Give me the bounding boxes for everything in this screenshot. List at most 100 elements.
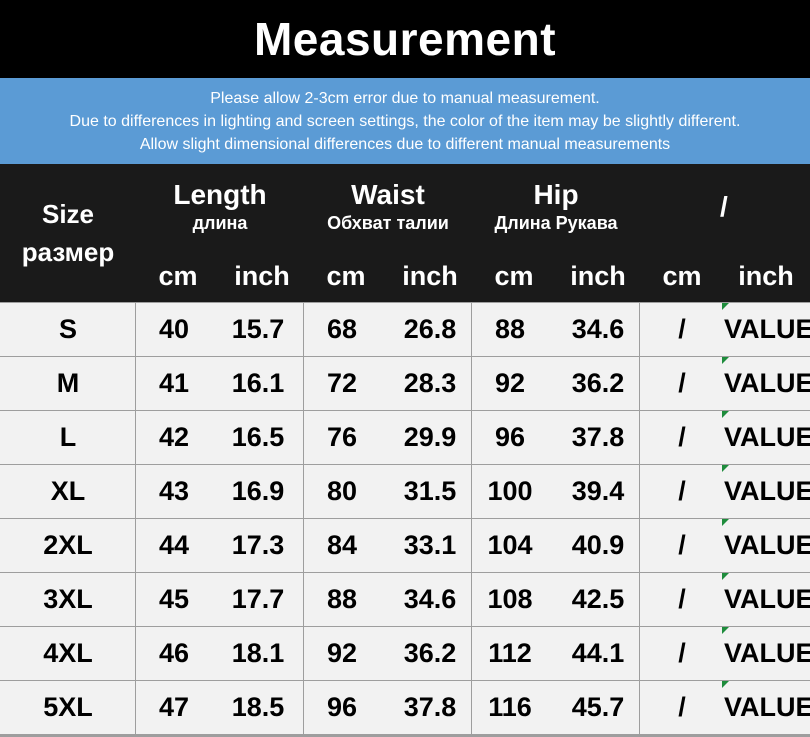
table-row: XL 43 16.9 80 31.5 100 39.4 / VALUE: [0, 464, 810, 518]
length-inch-cell: 17.7: [231, 584, 285, 614]
waist-inch-cell: 34.6: [403, 584, 457, 614]
extra-cm-cell: /: [678, 530, 686, 560]
cell-marker-icon: [722, 519, 729, 526]
cell-marker-icon: [722, 465, 729, 472]
table-row: 4XL 46 18.1 92 36.2 112 44.1 / VALUE: [0, 626, 810, 680]
unit-cm: cm: [326, 260, 366, 291]
length-cm-cell: 47: [158, 692, 190, 722]
length-inch-cell: 15.7: [231, 314, 285, 344]
size-cell: 4XL: [43, 638, 93, 668]
hip-cm-cell: 112: [488, 638, 532, 668]
hip-header: Hip Длина Рукава: [472, 172, 640, 242]
extra-inch-cell: VALUE: [724, 422, 810, 452]
table-row: 3XL 45 17.7 88 34.6 108 42.5 / VALUE: [0, 572, 810, 626]
cell-marker-icon: [722, 627, 729, 634]
cell-marker-icon: [722, 573, 729, 580]
waist-cm-cell: 72: [326, 368, 358, 398]
size-cell: L: [59, 422, 77, 452]
length-cm-cell: 45: [158, 584, 190, 614]
waist-header-en: Waist: [351, 179, 425, 210]
column-divider: [303, 302, 304, 734]
hip-inch-cell: 44.1: [571, 638, 625, 668]
table-row: M 41 16.1 72 28.3 92 36.2 / VALUE: [0, 356, 810, 410]
length-inch-cell: 18.1: [231, 638, 285, 668]
unit-inch: inch: [570, 260, 626, 291]
hip-cm-cell: 100: [487, 476, 533, 506]
unit-cm: cm: [158, 260, 198, 291]
notice-line: Due to differences in lighting and scree…: [69, 112, 741, 130]
waist-cm-cell: 92: [326, 638, 358, 668]
extra-inch-cell: VALUE: [724, 584, 810, 614]
waist-cm-cell: 88: [326, 584, 358, 614]
hip-cm-cell: 116: [488, 692, 532, 722]
length-cm-cell: 46: [158, 638, 190, 668]
hip-cm-cell: 104: [487, 530, 533, 560]
extra-cm-cell: /: [678, 422, 686, 452]
waist-cm-cell: 68: [326, 314, 358, 344]
table-row: 5XL 47 18.5 96 37.8 116 45.7 / VALUE: [0, 680, 810, 734]
cell-marker-icon: [722, 357, 729, 364]
hip-inch-cell: 36.2: [571, 368, 625, 398]
size-cell: S: [58, 314, 77, 344]
size-header-en: Size: [41, 199, 95, 229]
table-row: 2XL 44 17.3 84 33.1 104 40.9 / VALUE: [0, 518, 810, 572]
hip-cm-cell: 96: [494, 422, 526, 452]
table-row: S 40 15.7 68 26.8 88 34.6 / VALUE: [0, 302, 810, 356]
waist-inch-cell: 29.9: [403, 422, 457, 452]
cell-marker-icon: [722, 303, 729, 310]
extra-inch-cell: VALUE: [724, 530, 810, 560]
waist-inch-cell: 33.1: [403, 530, 457, 560]
waist-cm-cell: 96: [326, 692, 358, 722]
length-inch-cell: 16.5: [231, 422, 285, 452]
unit-cm: cm: [494, 260, 534, 291]
page-title: Measurement: [253, 13, 557, 65]
length-cm-cell: 43: [158, 476, 190, 506]
length-cm-cell: 44: [158, 530, 190, 560]
extra-inch-cell: VALUE: [724, 692, 810, 722]
size-cell: M: [56, 368, 80, 398]
cell-marker-icon: [722, 681, 729, 688]
notice-banner: Please allow 2-3cm error due to manual m…: [0, 78, 810, 164]
table-bottom-border: [0, 734, 810, 737]
extra-cm-cell: /: [678, 584, 686, 614]
length-cm-cell: 40: [158, 314, 190, 344]
hip-inch-cell: 40.9: [571, 530, 625, 560]
hip-header-en: Hip: [533, 179, 579, 210]
extra-inch-cell: VALUE: [724, 476, 810, 506]
length-cm-cell: 42: [158, 422, 190, 452]
length-header-en: Length: [173, 179, 267, 210]
extra-inch-cell: VALUE: [724, 638, 810, 668]
hip-inch-cell: 37.8: [571, 422, 625, 452]
size-cell: 5XL: [43, 692, 93, 722]
waist-inch-cell: 28.3: [403, 368, 457, 398]
length-header-ru: длина: [192, 213, 248, 233]
length-inch-cell: 18.5: [231, 692, 285, 722]
hip-header-ru: Длина Рукава: [494, 213, 618, 233]
size-cell: 3XL: [43, 584, 93, 614]
size-cell: XL: [50, 476, 86, 506]
hip-inch-cell: 42.5: [571, 584, 625, 614]
waist-header-ru: Обхват талии: [327, 213, 449, 233]
size-column-header: Size размер: [0, 164, 136, 302]
column-divider: [639, 302, 640, 734]
waist-cm-cell: 84: [326, 530, 358, 560]
column-divider: [135, 302, 136, 734]
extra-header: /: [640, 172, 810, 242]
hip-cm-cell: 88: [494, 314, 526, 344]
extra-cm-cell: /: [678, 368, 686, 398]
unit-inch: inch: [234, 260, 290, 291]
unit-inch: inch: [738, 260, 794, 291]
extra-cm-cell: /: [678, 314, 686, 344]
length-header: Length длина: [136, 172, 304, 242]
hip-cm-cell: 108: [487, 584, 533, 614]
length-cm-cell: 41: [158, 368, 190, 398]
extra-header-en: /: [720, 191, 728, 222]
hip-cm-cell: 92: [494, 368, 526, 398]
title-bar: Measurement: [0, 0, 810, 78]
size-header-ru: размер: [21, 237, 115, 267]
column-divider: [471, 302, 472, 734]
notice-line: Allow slight dimensional differences due…: [139, 135, 671, 153]
extra-cm-cell: /: [678, 638, 686, 668]
extra-cm-cell: /: [678, 476, 686, 506]
